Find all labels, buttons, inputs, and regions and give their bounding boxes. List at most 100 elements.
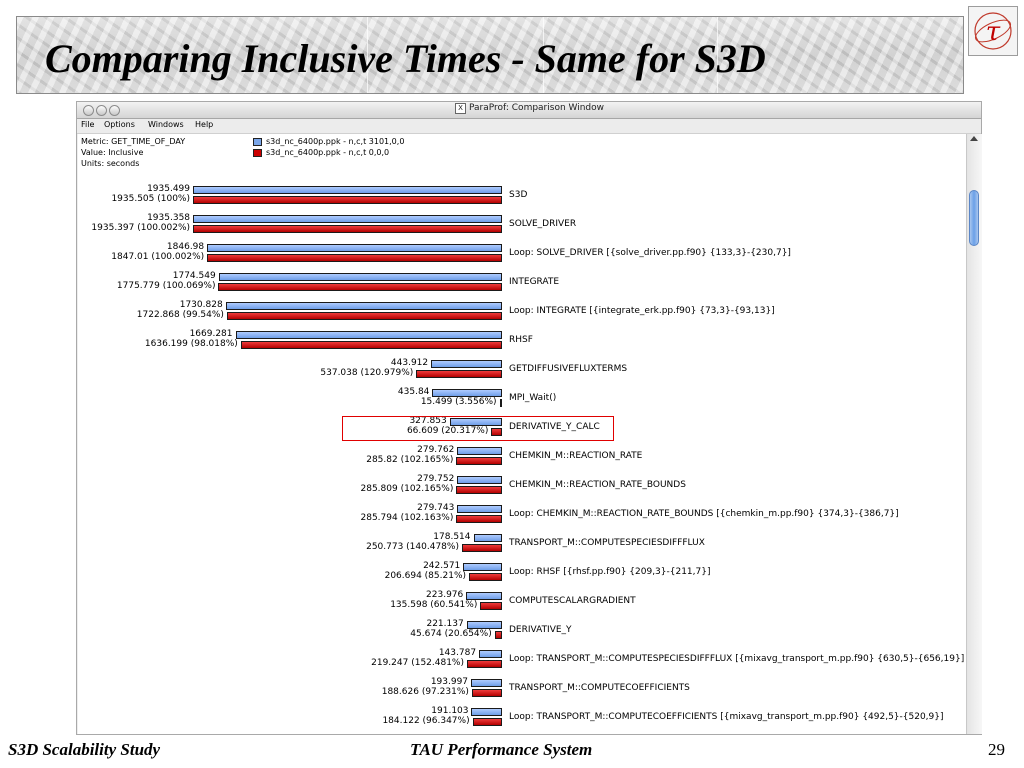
value-label-blue: 1669.281 xyxy=(189,329,233,339)
bar-red[interactable] xyxy=(461,544,502,552)
bar-blue[interactable] xyxy=(473,534,502,542)
function-label[interactable]: Loop: TRANSPORT_M::COMPUTECOEFFICIENTS [… xyxy=(509,712,944,722)
function-label[interactable]: DERIVATIVE_Y_CALC xyxy=(509,422,600,432)
legend-label-1: s3d_nc_6400p.ppk - n,c,t 3101,0,0 xyxy=(266,137,405,146)
bar-blue[interactable] xyxy=(449,418,502,426)
bar-blue[interactable] xyxy=(471,679,502,687)
bar-blue[interactable] xyxy=(193,186,502,194)
function-label[interactable]: INTEGRATE xyxy=(509,277,560,287)
bar-blue[interactable] xyxy=(218,273,502,281)
value-label-blue: 279.743 xyxy=(417,503,455,513)
function-label[interactable]: TRANSPORT_M::COMPUTECOEFFICIENTS xyxy=(509,683,690,693)
value-label-blue: 279.752 xyxy=(417,474,455,484)
bar-red[interactable] xyxy=(472,718,502,726)
footer-center: TAU Performance System xyxy=(410,740,593,759)
value-label-red: 250.773 (140.478%) xyxy=(366,542,459,552)
bar-blue[interactable] xyxy=(235,331,502,339)
value-label-red: 285.809 (102.165%) xyxy=(360,484,454,494)
page-number: 29 xyxy=(988,740,1005,759)
function-label[interactable]: DERIVATIVE_Y xyxy=(509,625,572,635)
bar-blue[interactable] xyxy=(471,708,502,716)
value-label-red: 1722.868 (99.54%) xyxy=(136,310,224,320)
banner-seam xyxy=(717,17,718,93)
function-label[interactable]: CHEMKIN_M::REACTION_RATE_BOUNDS xyxy=(509,480,686,490)
bar-red[interactable] xyxy=(466,660,502,668)
minimize-window-button[interactable] xyxy=(96,105,107,116)
close-window-button[interactable] xyxy=(83,105,94,116)
bar-blue[interactable] xyxy=(457,476,502,484)
footer-left: S3D Scalability Study xyxy=(8,740,161,759)
value-label-red: 1775.779 (100.069%) xyxy=(116,281,216,291)
bar-red[interactable] xyxy=(240,341,502,349)
legend-swatch-blue xyxy=(253,138,262,146)
bar-red[interactable] xyxy=(469,573,502,581)
bar-blue[interactable] xyxy=(225,302,502,310)
value-label-red: 537.038 (120.979%) xyxy=(320,368,414,378)
slide-title-banner: Comparing Inclusive Times - Same for S3D xyxy=(16,16,964,94)
bar-blue[interactable] xyxy=(432,389,502,397)
value-label-blue: 221.137 xyxy=(426,619,464,629)
bar-blue[interactable] xyxy=(431,360,502,368)
bar-red[interactable] xyxy=(218,283,502,291)
bar-blue[interactable] xyxy=(466,592,502,600)
bar-red[interactable] xyxy=(456,486,502,494)
slide-title: Comparing Inclusive Times - Same for S3D xyxy=(45,36,766,81)
bar-red[interactable] xyxy=(193,196,502,204)
function-label[interactable]: GETDIFFUSIVEFLUXTERMS xyxy=(509,364,628,374)
function-label[interactable]: Loop: RHSF [{rhsf.pp.f90} {209,3}-{211,7… xyxy=(509,567,711,577)
bar-red[interactable] xyxy=(499,399,502,407)
window-titlebar[interactable]: X ParaProf: Comparison Window xyxy=(77,102,981,119)
function-label[interactable]: RHSF xyxy=(509,335,533,345)
bar-red[interactable] xyxy=(456,515,502,523)
bar-red[interactable] xyxy=(480,602,502,610)
zoom-window-button[interactable] xyxy=(109,105,120,116)
vertical-scrollbar[interactable] xyxy=(966,134,982,734)
function-label[interactable]: S3D xyxy=(509,190,528,200)
function-label[interactable]: Loop: CHEMKIN_M::REACTION_RATE_BOUNDS [{… xyxy=(509,509,899,519)
function-label[interactable]: Loop: INTEGRATE [{integrate_erk.pp.f90} … xyxy=(509,306,775,316)
bar-blue[interactable] xyxy=(457,447,502,455)
value-label-blue: 1935.499 xyxy=(147,184,191,194)
value-label-blue: 191.103 xyxy=(431,706,469,716)
scroll-up-arrow-icon[interactable] xyxy=(970,136,978,141)
bar-blue[interactable] xyxy=(466,621,502,629)
menu-file[interactable]: File xyxy=(81,120,95,129)
bar-blue[interactable] xyxy=(457,505,502,513)
menu-help[interactable]: Help xyxy=(195,120,214,129)
bar-red[interactable] xyxy=(193,225,502,233)
bar-blue[interactable] xyxy=(479,650,502,658)
value-label-red: 188.626 (97.231%) xyxy=(381,687,469,697)
value-label-blue: 1935.358 xyxy=(147,213,191,223)
comparison-panel: Metric: GET_TIME_OF_DAY Value: Inclusive… xyxy=(78,134,966,734)
bar-red[interactable] xyxy=(456,457,502,465)
bar-blue[interactable] xyxy=(207,244,502,252)
value-label-blue: 279.762 xyxy=(417,445,455,455)
function-label[interactable]: MPI_Wait() xyxy=(509,393,557,403)
tau-logo-glyph: τ xyxy=(986,17,1001,47)
value-label-red: 66.609 (20.317%) xyxy=(406,426,489,436)
menu-options[interactable]: Options xyxy=(104,120,135,129)
scrollbar-thumb[interactable] xyxy=(969,190,979,246)
function-label[interactable]: SOLVE_DRIVER xyxy=(509,219,577,229)
tau-logo: τ xyxy=(968,6,1018,56)
function-label[interactable]: Loop: SOLVE_DRIVER [{solve_driver.pp.f90… xyxy=(509,248,791,258)
value-label-red: 285.82 (102.165%) xyxy=(366,455,454,465)
bar-blue[interactable] xyxy=(463,563,502,571)
banner-seam xyxy=(367,17,368,93)
bar-red[interactable] xyxy=(494,631,502,639)
bar-red[interactable] xyxy=(491,428,502,436)
menu-bar: File Options Windows Help xyxy=(77,119,981,134)
function-label[interactable]: CHEMKIN_M::REACTION_RATE xyxy=(509,451,643,461)
function-label[interactable]: Loop: TRANSPORT_M::COMPUTESPECIESDIFFFLU… xyxy=(509,654,965,664)
bar-red[interactable] xyxy=(471,689,502,697)
menu-windows[interactable]: Windows xyxy=(148,120,184,129)
function-label[interactable]: COMPUTESCALARGRADIENT xyxy=(509,596,636,606)
value-label-blue: 143.787 xyxy=(438,648,477,658)
metric-info: Metric: GET_TIME_OF_DAY xyxy=(81,137,186,146)
bar-red[interactable] xyxy=(207,254,502,262)
value-label-red: 219.247 (152.481%) xyxy=(371,658,464,668)
bar-red[interactable] xyxy=(226,312,502,320)
function-label[interactable]: TRANSPORT_M::COMPUTESPECIESDIFFFLUX xyxy=(509,538,705,548)
bar-blue[interactable] xyxy=(193,215,502,223)
bar-red[interactable] xyxy=(416,370,502,378)
